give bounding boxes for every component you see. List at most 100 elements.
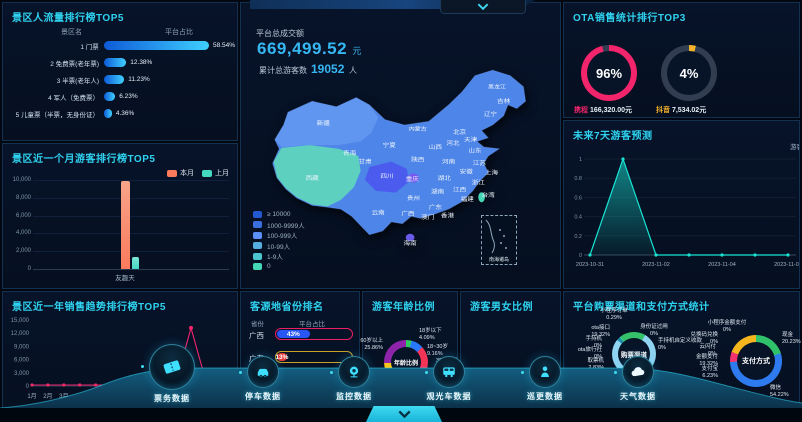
gridline <box>33 197 229 199</box>
nav-item-巡更数据[interactable]: 巡更数据 <box>507 356 583 402</box>
map-legend-item[interactable]: ≥ 10000 <box>253 209 305 220</box>
donut-label-18岁以下: 18岁以下 4.09% <box>419 328 459 341</box>
donut-label-18~30岁: 18~30岁 9.16% <box>427 344 467 357</box>
map-label-province[interactable]: 江苏 <box>473 160 486 167</box>
map-label-province[interactable]: 澳门 <box>421 214 434 221</box>
map-label-province[interactable]: 广西 <box>401 210 414 217</box>
expand-tab-bottom[interactable] <box>366 406 442 422</box>
map-label-province[interactable]: 四川 <box>380 174 393 180</box>
map-legend-item[interactable]: 0 <box>253 262 305 273</box>
map-region-sichuan[interactable] <box>365 161 409 193</box>
map-label-province[interactable]: 江西 <box>453 187 466 193</box>
collapse-tab-top[interactable] <box>440 0 526 14</box>
y-axis-tick: 8,000 <box>15 194 31 201</box>
map-label-province[interactable]: 重庆 <box>406 175 419 182</box>
donut-label-支付宝: 支付宝 6.23% <box>682 366 718 379</box>
map-label-province[interactable]: 福建 <box>461 195 474 202</box>
traffic-rank-value: 4.36% <box>115 110 135 117</box>
map-legend-item[interactable]: 10-99人 <box>253 241 305 252</box>
map-label-province[interactable]: 山东 <box>468 147 481 154</box>
map-label-province[interactable]: 湖南 <box>431 188 444 195</box>
map-label-province[interactable]: 河南 <box>442 158 455 165</box>
nav-label: 停车数据 <box>245 392 281 401</box>
donut-label-兑换码兑换: 兑换码兑换 0% <box>668 332 718 345</box>
donut-label-小程序金额支付: 小程序金额支付 0% <box>698 320 756 333</box>
traffic-rank-row: 4 军人（免费票） 6.23% <box>7 88 235 105</box>
panel-visitor-forecast: 未来7天游客预测 游客 1 0.8 0.6 0.4 0.2 0 2023-10-31 2023… <box>563 120 800 289</box>
svg-text:2023-11-06: 2023-11-06 <box>774 262 800 268</box>
map-label-province[interactable]: 新疆 <box>317 120 330 127</box>
donut-label-name: 云闪付 <box>699 344 716 350</box>
map-region-tibet[interactable] <box>273 145 361 207</box>
legend-label: 本月 <box>180 170 194 177</box>
y-axis-tick: 4,000 <box>15 230 31 237</box>
donut-label-name: 现金 <box>782 332 794 338</box>
panel-age-ratio: 游客年龄比例 年龄比例18岁以下4.09%18~30岁9.16%30~40岁17… <box>360 291 459 420</box>
donut-center-label: 支付方式 <box>742 358 770 365</box>
legend-item[interactable]: 上月 <box>202 168 229 178</box>
map-label-province[interactable]: 湖北 <box>438 174 451 181</box>
map-legend-label: 10-99人 <box>267 243 291 251</box>
map-label-province[interactable]: 广东 <box>429 204 442 211</box>
donut-label-value: 0% <box>658 344 666 351</box>
svg-text:0.8: 0.8 <box>574 176 582 182</box>
nav-item-停车数据[interactable]: 停车数据 <box>225 356 301 402</box>
donut-label-value: 0% <box>723 326 731 333</box>
traffic-rank-bar <box>104 109 112 118</box>
svg-text:0.2: 0.2 <box>574 234 582 240</box>
donut-label-微信: 微信 54.22% <box>770 385 802 398</box>
traffic-rank-label: 1 门票 <box>80 43 99 51</box>
map-label-province[interactable]: 北京 <box>453 129 466 136</box>
map-label-province[interactable]: 上海 <box>485 169 498 176</box>
panel-title: 景区近一个月游客排行榜TOP5 <box>12 154 156 165</box>
map-label-province[interactable]: 云南 <box>372 209 385 216</box>
legend-chip <box>167 169 177 177</box>
map-label-province[interactable]: 吉林 <box>497 98 510 105</box>
map-label-province[interactable]: 西藏 <box>306 174 319 181</box>
map-label-province[interactable]: 山西 <box>429 143 442 150</box>
traffic-rank-row: 2 免费票(老年票) 12.38% <box>7 54 235 71</box>
panel-title: 游客男女比例 <box>470 302 533 313</box>
donut-center-label: 购票渠道 <box>612 332 656 376</box>
nav-item-票务数据[interactable]: 票务数据 <box>134 344 210 404</box>
svg-text:3月: 3月 <box>59 393 68 400</box>
map-island-taiwan[interactable] <box>478 192 485 203</box>
map-label-province[interactable]: 黑龙江 <box>488 83 507 90</box>
map-label-province[interactable]: 甘肃 <box>358 158 371 165</box>
map-label-province[interactable]: 香港 <box>441 212 454 219</box>
nav-label: 巡更数据 <box>527 392 563 401</box>
map-island-hainan[interactable] <box>405 233 415 242</box>
map-label-province[interactable]: 宁夏 <box>383 142 396 149</box>
gmv-amount: 669,499.52 <box>257 39 348 58</box>
map-label-province[interactable]: 辽宁 <box>484 110 497 117</box>
map-legend-item[interactable]: 1-9人 <box>253 251 305 262</box>
panel-title: 未来7天游客预测 <box>573 131 653 142</box>
map-label-province[interactable]: 陕西 <box>411 156 424 163</box>
nav-item-天气数据[interactable]: 天气数据 <box>600 356 676 402</box>
map-region-chongqing[interactable] <box>407 173 419 183</box>
map-label-province[interactable]: 青海 <box>343 150 356 157</box>
column-scenic-name: 景区名 <box>61 29 82 36</box>
map-label-province[interactable]: 海南 <box>404 239 417 246</box>
map-label-province[interactable]: 内蒙古 <box>409 125 428 132</box>
map-label-province[interactable]: 安徽 <box>460 168 473 175</box>
map-legend-item[interactable]: 100-999人 <box>253 230 305 241</box>
map-label-province[interactable]: 浙江 <box>472 179 485 186</box>
map-legend-item[interactable]: 1000-9999人 <box>253 220 305 231</box>
legend-item[interactable]: 本月 <box>167 168 194 178</box>
traffic-rank-label: 2 免费票(老年票) <box>50 60 99 68</box>
nav-item-观光车数据[interactable]: 观光车数据 <box>411 356 487 402</box>
nav-item-监控数据[interactable]: 监控数据 <box>316 356 392 402</box>
panel-title: 景区人流量排行榜TOP5 <box>12 13 124 24</box>
donut-label-金额支付: 金额支付 19.32% <box>676 354 718 367</box>
map-label-province[interactable]: 台湾 <box>482 192 495 199</box>
map-label-province[interactable]: 贵州 <box>407 195 420 202</box>
donut-label-ota接口: ota接口 19.32% <box>572 325 610 338</box>
forecast-legend[interactable]: 游客 <box>790 144 799 151</box>
map-label-province[interactable]: 河北 <box>446 140 459 147</box>
map-label-province[interactable]: 天津 <box>464 137 477 143</box>
map-region-xinjiang[interactable] <box>274 97 379 147</box>
donut-label-value: 54.22% <box>770 391 789 398</box>
map-legend-swatch <box>253 221 262 229</box>
